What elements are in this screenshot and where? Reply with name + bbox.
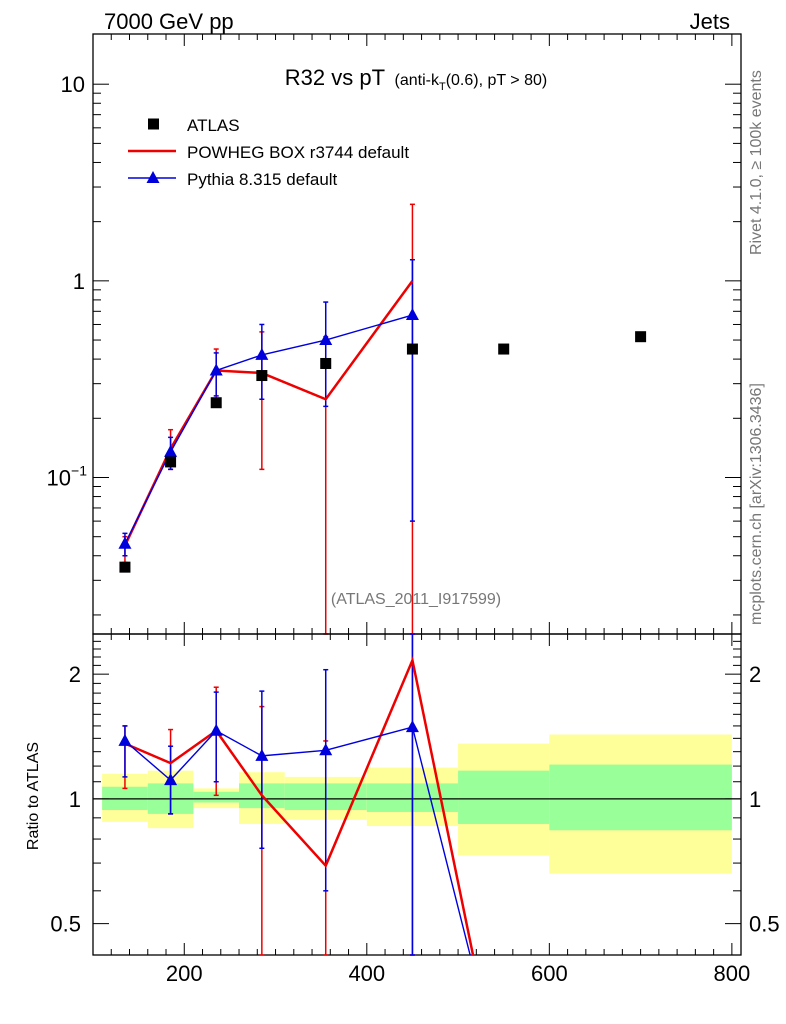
x-tick-label: 800 — [714, 961, 751, 986]
pythia-point — [118, 536, 132, 549]
atlas-point — [210, 397, 222, 409]
ratio-pythia-point — [209, 723, 223, 736]
atlas-point — [119, 561, 131, 573]
ratio-pythia-point — [164, 773, 178, 786]
atlas-point — [635, 331, 647, 343]
pythia-point — [164, 444, 178, 457]
ratio-pythia-point — [405, 720, 419, 733]
x-tick-label: 200 — [166, 961, 203, 986]
ratio-ylabel: Ratio to ATLAS — [25, 742, 42, 850]
band-inner-6 — [458, 770, 550, 824]
analysis-id: (ATLAS_2011_I917599) — [331, 591, 501, 608]
ratio-y-tick-label-right: 0.5 — [749, 912, 780, 937]
ratio-pythia-point — [319, 743, 333, 756]
atlas-point — [498, 343, 510, 355]
header-right: Jets — [690, 9, 730, 34]
legend: ATLAS POWHEG BOX r3744 default Pythia 8.31… — [128, 116, 409, 189]
plot-title-detail-end: (0.6), pT > 80) — [446, 72, 548, 89]
x-tick-label: 600 — [531, 961, 568, 986]
atlas-point — [165, 456, 177, 468]
legend-label: Pythia 8.315 default — [187, 170, 338, 189]
ratio-plot: 200 400 600 800 0.5 0.5 1 1 2 2 — [50, 633, 780, 986]
ratio-y-tick-label-right: 2 — [749, 662, 761, 687]
legend-label: ATLAS — [187, 116, 240, 135]
y-tick-label: 1 — [73, 269, 85, 294]
legend-label: POWHEG BOX r3744 default — [187, 143, 409, 162]
ratio-pythia-point — [118, 733, 132, 746]
mcplots-label: mcplots.cern.ch [arXiv:1306.3436] — [748, 383, 765, 625]
x-tick-label: 400 — [348, 961, 385, 986]
pythia-point — [255, 347, 269, 360]
ratio-frame — [92, 633, 742, 956]
legend-pythia-marker — [146, 171, 160, 183]
pythia-line — [124, 314, 413, 545]
pythia-point — [209, 363, 223, 376]
band-inner-7 — [549, 764, 732, 831]
header-left: 7000 GeV pp — [104, 9, 234, 34]
plot-title-detail: (anti-k — [395, 72, 440, 89]
pythia-point — [405, 308, 419, 321]
plot-title: R32 vs pT (anti-kT(0.6), pT > 80) — [285, 65, 547, 93]
ratio-y-tick-label-right: 1 — [749, 787, 761, 812]
plot-title-main: R32 vs pT — [285, 65, 385, 90]
plot-title-sub: T — [439, 81, 446, 93]
ratio-pythia-point — [255, 748, 269, 761]
atlas-point — [256, 370, 268, 382]
pythia-point — [319, 333, 333, 346]
legend-atlas-marker — [148, 118, 159, 130]
y-tick-label: 10 — [61, 72, 85, 97]
y-tick-label: 10−1 — [47, 462, 88, 490]
atlas-point — [406, 343, 418, 355]
ratio-y-tick-label: 2 — [69, 662, 81, 687]
rivet-label: Rivet 4.1.0, ≥ 100k events — [748, 70, 765, 255]
ratio-powheg-line — [124, 656, 475, 955]
main-plot: 10−1 1 10 ATLAS POWHEG BOX r3744 default Pyth… — [47, 33, 742, 635]
band-inner-2 — [193, 791, 240, 803]
powheg-line — [123, 280, 414, 547]
atlas-point — [320, 357, 332, 369]
ratio-y-tick-label: 0.5 — [50, 912, 81, 937]
ratio-y-tick-label: 1 — [69, 787, 81, 812]
